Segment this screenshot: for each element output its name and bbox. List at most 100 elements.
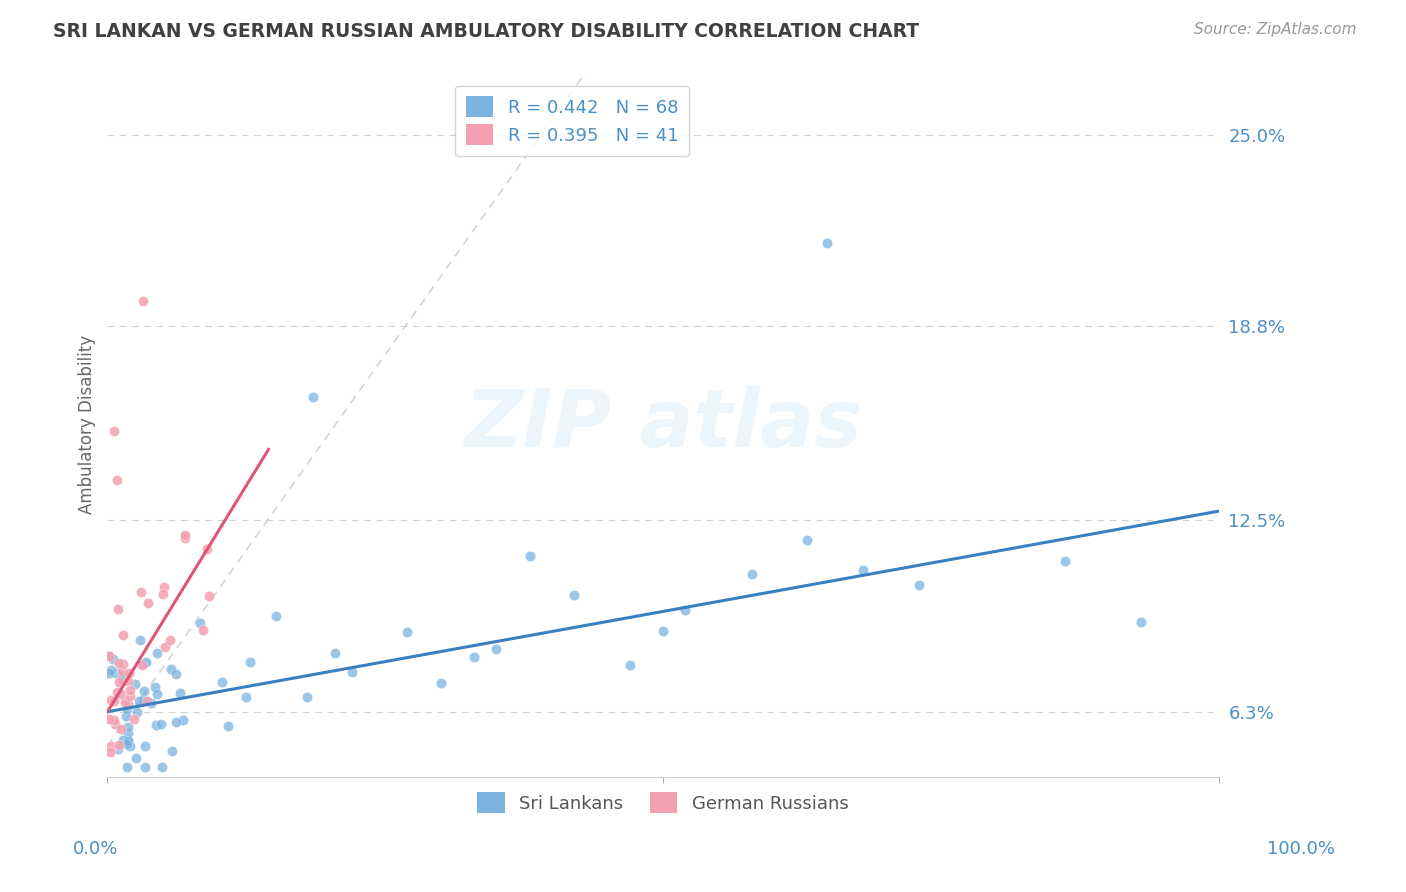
Point [485,641,508,656]
Point [125,751,148,765]
Point [153,580,176,594]
Point [128,693,150,707]
Point [146,646,169,660]
Point [188,616,211,631]
Point [796,533,818,547]
Point [117,720,139,734]
Point [104,717,127,731]
Point [114,695,136,709]
Point [302,390,325,404]
Point [105,684,128,698]
Point [118,689,141,703]
Point [396,625,419,640]
Text: ZIP atlas: ZIP atlas [464,385,862,464]
Point [118,683,141,698]
Point [145,680,167,694]
Point [100,739,122,753]
Point [117,760,139,774]
Point [136,694,159,708]
Point [134,760,156,774]
Point [110,687,132,701]
Point [118,739,141,753]
Point [117,734,139,748]
Point [124,677,146,691]
Point [129,633,152,648]
Point [111,664,134,678]
Point [98,649,121,664]
Point [100,663,122,677]
Point [100,693,122,707]
Point [117,673,139,688]
Point [174,528,197,542]
Text: Source: ZipAtlas.com: Source: ZipAtlas.com [1194,22,1357,37]
Point [108,738,131,752]
Point [118,665,141,680]
Point [111,668,134,682]
Text: SRI LANKAN VS GERMAN RUSSIAN AMBULATORY DISABILITY CORRELATION CHART: SRI LANKAN VS GERMAN RUSSIAN AMBULATORY … [53,22,920,41]
Point [817,235,839,250]
Point [107,742,129,756]
Point [111,657,134,672]
Point [160,662,183,676]
Point [103,652,125,666]
Point [145,718,167,732]
Point [103,714,125,728]
Point [1054,553,1077,567]
Point [562,588,585,602]
Legend: Sri Lankans, German Russians: Sri Lankans, German Russians [470,785,856,821]
Point [131,658,153,673]
Point [150,717,173,731]
Point [852,563,875,577]
Point [463,649,485,664]
Point [160,744,183,758]
Point [211,674,233,689]
Point [152,587,174,601]
Point [340,665,363,679]
Point [103,424,125,438]
Point [741,567,763,582]
Point [132,692,155,706]
Point [134,684,156,698]
Point [108,657,131,671]
Point [117,733,139,747]
Point [107,675,129,690]
Point [117,697,139,711]
Point [136,596,159,610]
Point [673,603,696,617]
Point [264,608,287,623]
Point [235,690,257,704]
Point [107,602,129,616]
Point [117,737,139,751]
Text: 100.0%: 100.0% [1267,840,1334,858]
Point [150,760,173,774]
Point [110,722,132,736]
Point [323,646,346,660]
Point [111,628,134,642]
Point [297,690,319,704]
Point [98,712,121,726]
Point [127,705,149,719]
Point [110,671,132,685]
Point [165,667,187,681]
Point [122,712,145,726]
Point [134,739,156,754]
Point [129,584,152,599]
Point [217,719,239,733]
Point [239,655,262,669]
Point [132,657,155,671]
Point [114,708,136,723]
Point [1129,615,1152,630]
Point [146,687,169,701]
Point [197,589,219,603]
Point [139,696,162,710]
Point [153,640,176,654]
Point [103,694,125,708]
Point [519,549,541,563]
Point [429,676,451,690]
Point [619,658,641,673]
Point [117,726,139,740]
Point [174,532,197,546]
Point [197,541,219,556]
Point [165,714,187,729]
Point [135,655,157,669]
